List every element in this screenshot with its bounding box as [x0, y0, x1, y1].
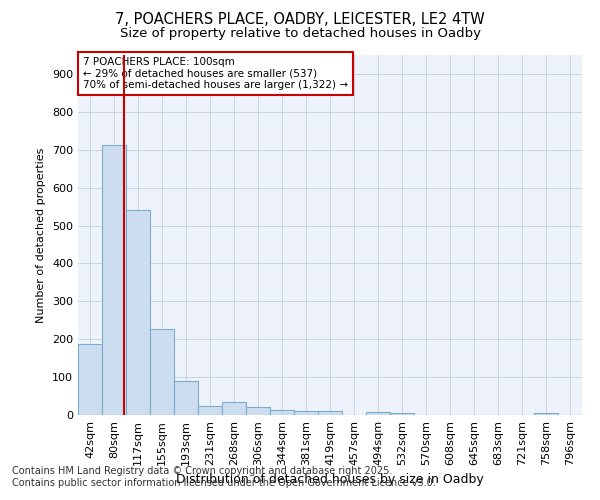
Bar: [534, 413, 558, 415]
X-axis label: Distribution of detached houses by size in Oadby: Distribution of detached houses by size …: [176, 474, 484, 486]
Text: 7, POACHERS PLACE, OADBY, LEICESTER, LE2 4TW: 7, POACHERS PLACE, OADBY, LEICESTER, LE2…: [115, 12, 485, 28]
Text: Size of property relative to detached houses in Oadby: Size of property relative to detached ho…: [119, 28, 481, 40]
Bar: [150, 330, 174, 415]
Bar: [366, 412, 390, 415]
Bar: [174, 381, 198, 415]
Bar: [390, 412, 414, 415]
Bar: [198, 406, 222, 415]
Bar: [270, 410, 294, 415]
Text: Contains HM Land Registry data © Crown copyright and database right 2025.
Contai: Contains HM Land Registry data © Crown c…: [12, 466, 436, 487]
Bar: [126, 210, 150, 415]
Bar: [102, 145, 126, 415]
Bar: [294, 411, 318, 415]
Bar: [318, 411, 342, 415]
Bar: [246, 408, 270, 415]
Bar: [78, 344, 102, 415]
Bar: [222, 402, 246, 415]
Text: 7 POACHERS PLACE: 100sqm
← 29% of detached houses are smaller (537)
70% of semi-: 7 POACHERS PLACE: 100sqm ← 29% of detach…: [83, 57, 348, 90]
Y-axis label: Number of detached properties: Number of detached properties: [37, 148, 46, 322]
